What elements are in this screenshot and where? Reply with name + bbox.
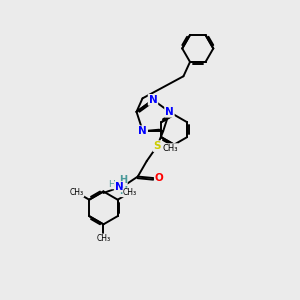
Text: N: N [165, 107, 174, 117]
Text: O: O [155, 173, 164, 183]
Text: CH₃: CH₃ [162, 144, 178, 153]
Text: CH₃: CH₃ [70, 188, 84, 197]
Text: S: S [153, 141, 161, 151]
Text: H
N: H N [119, 175, 127, 196]
Text: H: H [108, 180, 115, 189]
Text: N: N [115, 182, 123, 192]
Text: N: N [138, 126, 147, 136]
Text: CH₃: CH₃ [123, 188, 137, 197]
Text: CH₃: CH₃ [96, 234, 110, 243]
Text: N: N [148, 95, 158, 105]
